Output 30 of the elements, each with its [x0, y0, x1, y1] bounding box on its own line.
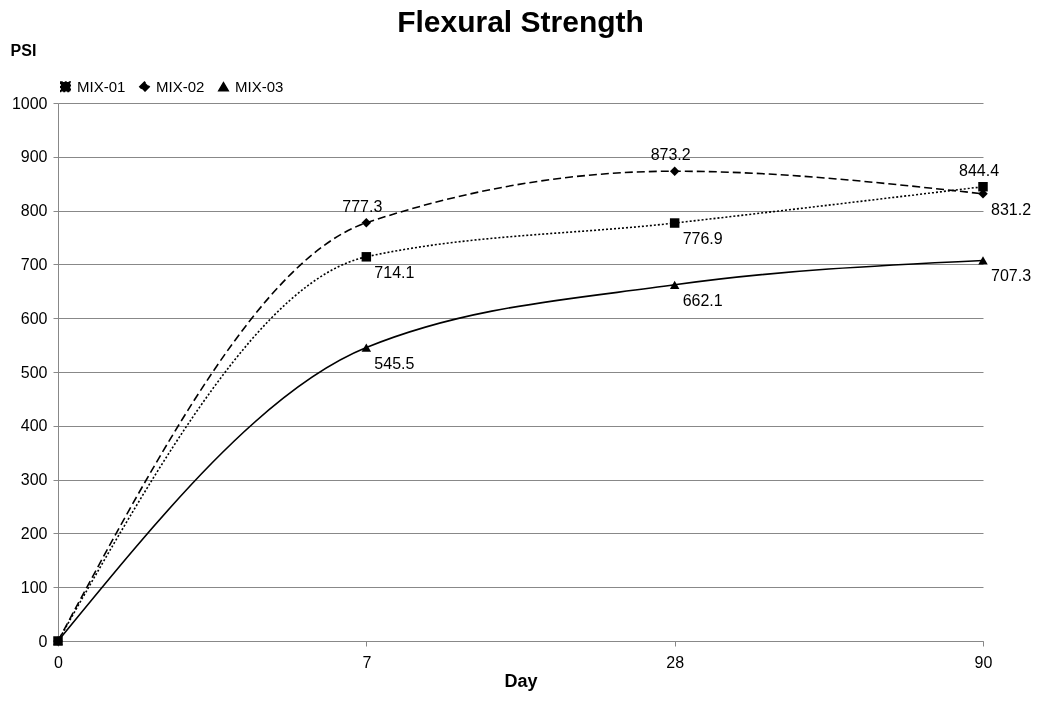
- legend-label: MIX-01: [77, 77, 126, 95]
- data-label: 714.1: [374, 263, 415, 281]
- legend-label: MIX-03: [235, 77, 284, 95]
- y-tick-label: 400: [20, 417, 48, 435]
- y-tick-label: 900: [20, 148, 48, 166]
- y-tick-label: 200: [20, 524, 48, 542]
- data-label: 844.4: [958, 161, 1000, 179]
- y-axis-title: PSI: [10, 41, 37, 59]
- x-tick-label: 90: [974, 653, 993, 671]
- y-tick-label: 1000: [11, 94, 48, 112]
- data-label: 776.9: [682, 230, 723, 248]
- y-tick-label: 300: [20, 471, 48, 489]
- x-tick-label: 7: [362, 653, 372, 671]
- y-tick-label: 500: [20, 363, 48, 381]
- x-tick-label: 28: [666, 653, 685, 671]
- data-label: 707.3: [991, 267, 1032, 285]
- data-label: 831.2: [991, 200, 1032, 218]
- chart-title: Flexural Strength: [397, 5, 644, 38]
- data-label: 545.5: [374, 354, 415, 372]
- data-label: 662.1: [682, 291, 723, 309]
- y-tick-label: 700: [20, 255, 48, 273]
- x-tick-label: 0: [54, 653, 64, 671]
- legend-label: MIX-02: [156, 77, 205, 95]
- x-axis-title: Day: [504, 670, 538, 691]
- y-tick-label: 0: [38, 632, 48, 650]
- y-tick-label: 800: [20, 202, 48, 220]
- data-label: 777.3: [342, 197, 383, 215]
- data-label: 873.2: [650, 146, 691, 164]
- y-tick-label: 600: [20, 309, 48, 327]
- y-tick-label: 100: [20, 578, 48, 596]
